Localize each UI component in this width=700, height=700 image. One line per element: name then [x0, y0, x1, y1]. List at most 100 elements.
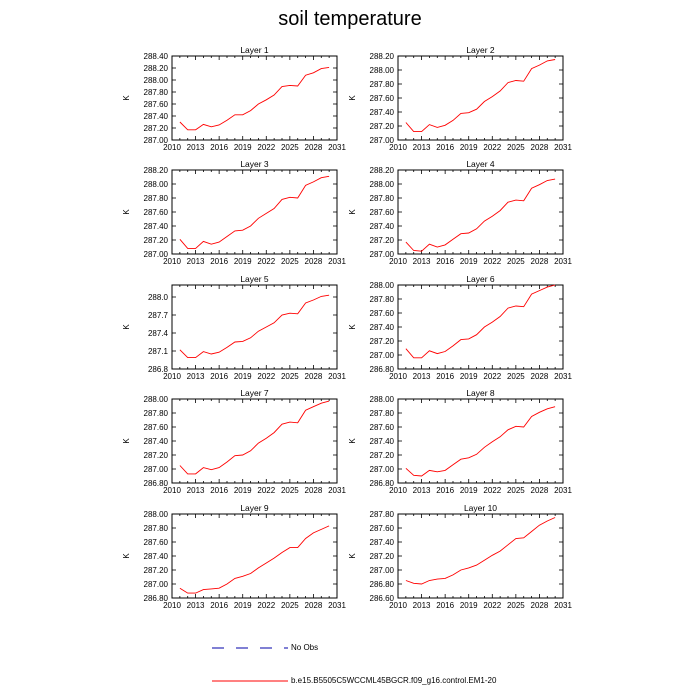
x-tick-label: 2010	[163, 372, 181, 381]
y-tick-label: 287.7	[148, 311, 169, 320]
y-axis-label: K	[122, 209, 131, 215]
x-tick-label: 2025	[281, 372, 299, 381]
y-tick-label: 287.40	[370, 108, 395, 117]
panel-4: Layer 4 K 2010 2013 2016 2019 2022 2025 2028 2031…	[348, 159, 572, 266]
y-tick-label: 287.40	[370, 538, 395, 547]
x-tick-label: 2022	[483, 257, 501, 266]
x-tick-label: 2028	[531, 372, 549, 381]
y-tick-label: 286.80	[144, 594, 169, 603]
panel-9: Layer 9 K 2010 2013 2016 2019 2022 2025 2028 2031…	[122, 503, 346, 610]
y-tick-label: 288.00	[144, 395, 169, 404]
y-tick-label: 287.00	[370, 250, 395, 259]
x-tick-label: 2016	[436, 601, 454, 610]
x-tick-label: 2022	[257, 486, 275, 495]
series-line	[405, 517, 556, 585]
x-tick-label: 2022	[483, 486, 501, 495]
y-tick-label: 287.20	[144, 451, 169, 460]
y-tick-label: 287.40	[370, 323, 395, 332]
x-tick-label: 2025	[507, 143, 525, 152]
y-tick-label: 287.20	[144, 566, 169, 575]
x-tick-label: 2019	[460, 372, 478, 381]
panel-title: Layer 6	[466, 274, 495, 284]
y-tick-label: 287.40	[144, 112, 169, 121]
y-tick-label: 286.80	[370, 580, 395, 589]
y-tick-label: 286.80	[370, 479, 395, 488]
y-axis-label: K	[348, 324, 357, 330]
y-tick-label: 288.00	[370, 395, 395, 404]
y-tick-label: 287.20	[144, 124, 169, 133]
panel-title: Layer 10	[464, 503, 497, 513]
x-tick-label: 2028	[531, 486, 549, 495]
x-tick-label: 2010	[389, 601, 407, 610]
y-tick-label: 287.80	[370, 80, 395, 89]
y-tick-label: 287.40	[144, 437, 169, 446]
x-tick-label: 2016	[436, 486, 454, 495]
panel-2: Layer 2 K 2010 2013 2016 2019 2022 2025 2028 2031…	[348, 45, 572, 152]
x-tick-label: 2022	[483, 372, 501, 381]
x-tick-label: 2025	[507, 257, 525, 266]
x-tick-label: 2025	[507, 372, 525, 381]
x-tick-label: 2031	[554, 486, 572, 495]
y-tick-label: 287.20	[370, 122, 395, 131]
x-tick-label: 2031	[554, 143, 572, 152]
y-tick-label: 287.60	[144, 423, 169, 432]
x-tick-label: 2019	[234, 372, 252, 381]
y-tick-label: 287.4	[148, 329, 169, 338]
y-axis-label: K	[348, 553, 357, 559]
y-tick-label: 287.00	[144, 250, 169, 259]
x-tick-label: 2013	[413, 486, 431, 495]
x-tick-label: 2019	[460, 486, 478, 495]
y-tick-label: 287.80	[144, 409, 169, 418]
panel-7: Layer 7 K 2010 2013 2016 2019 2022 2025 2028 2031…	[122, 388, 346, 495]
y-tick-label: 287.60	[370, 208, 395, 217]
y-tick-label: 287.00	[370, 351, 395, 360]
y-tick-label: 288.0	[148, 293, 169, 302]
y-tick-label: 287.40	[370, 437, 395, 446]
x-tick-label: 2022	[257, 143, 275, 152]
x-tick-label: 2028	[305, 486, 323, 495]
x-tick-label: 2013	[187, 372, 205, 381]
x-tick-label: 2016	[210, 486, 228, 495]
y-tick-label: 287.80	[370, 295, 395, 304]
x-tick-label: 2013	[413, 601, 431, 610]
y-axis-label: K	[122, 553, 131, 559]
y-tick-label: 288.20	[370, 52, 395, 61]
y-tick-label: 287.1	[148, 347, 169, 356]
y-tick-label: 287.80	[144, 194, 169, 203]
x-tick-label: 2010	[163, 143, 181, 152]
y-tick-label: 287.20	[370, 236, 395, 245]
x-tick-label: 2019	[234, 601, 252, 610]
x-tick-label: 2013	[187, 486, 205, 495]
y-tick-label: 287.60	[144, 538, 169, 547]
y-tick-label: 288.00	[144, 510, 169, 519]
panel-title: Layer 9	[240, 503, 269, 513]
x-tick-label: 2016	[210, 257, 228, 266]
x-tick-label: 2013	[413, 143, 431, 152]
x-tick-label: 2010	[389, 486, 407, 495]
x-tick-label: 2028	[305, 372, 323, 381]
panel-5: Layer 5 K 2010 2013 2016 2019 2022 2025 2028 2031…	[122, 274, 346, 381]
series-line	[179, 400, 330, 475]
x-tick-label: 2031	[554, 372, 572, 381]
x-tick-label: 2025	[281, 257, 299, 266]
panel-6: Layer 6 K 2010 2013 2016 2019 2022 2025 2028 2031…	[348, 274, 572, 381]
y-tick-label: 287.60	[370, 423, 395, 432]
plot-frame	[171, 284, 338, 370]
y-tick-label: 288.40	[144, 52, 169, 61]
x-tick-label: 2016	[210, 143, 228, 152]
figure-title: soil temperature	[278, 8, 422, 30]
y-tick-label: 287.20	[370, 337, 395, 346]
y-tick-label: 287.00	[370, 465, 395, 474]
x-tick-label: 2013	[413, 372, 431, 381]
series-line	[179, 294, 330, 359]
panel-title: Layer 7	[240, 388, 269, 398]
x-tick-label: 2010	[389, 257, 407, 266]
series-line	[405, 284, 556, 359]
series-line	[179, 525, 330, 594]
y-tick-label: 288.00	[144, 180, 169, 189]
panel-title: Layer 3	[240, 159, 269, 169]
y-tick-label: 287.40	[144, 222, 169, 231]
y-tick-label: 287.00	[144, 580, 169, 589]
